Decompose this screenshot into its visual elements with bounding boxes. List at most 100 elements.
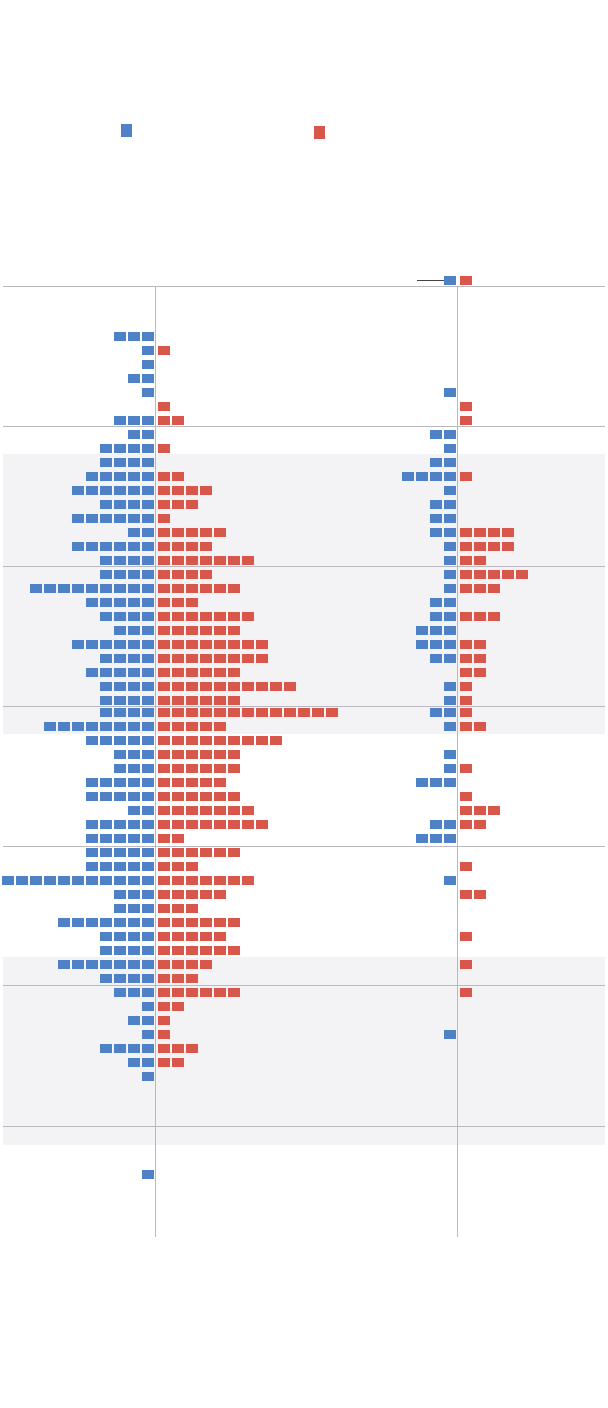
unit-square-red — [228, 556, 240, 565]
unit-square-blue — [444, 388, 456, 397]
unit-square-red — [158, 570, 170, 579]
unit-square-red — [474, 722, 486, 731]
unit-square-blue — [142, 654, 154, 663]
legend-swatch-blue — [121, 124, 132, 137]
unit-square-blue — [114, 654, 126, 663]
unit-square-red — [158, 848, 170, 857]
unit-square-red — [186, 486, 198, 495]
unit-square-red — [158, 988, 170, 997]
unit-square-blue — [100, 932, 112, 941]
unit-square-red — [474, 570, 486, 579]
unit-square-red — [186, 654, 198, 663]
unit-square-red — [214, 806, 226, 815]
unit-square-red — [242, 556, 254, 565]
unit-square-red — [460, 556, 472, 565]
gridline-horizontal — [3, 1126, 605, 1127]
unit-square-blue — [114, 708, 126, 717]
unit-square-red — [228, 584, 240, 593]
unit-square-blue — [100, 862, 112, 871]
unit-square-blue — [128, 472, 140, 481]
unit-square-blue — [86, 736, 98, 745]
unit-square-blue — [142, 974, 154, 983]
unit-square-red — [158, 820, 170, 829]
unit-square-red — [200, 960, 212, 969]
unit-square-red — [172, 834, 184, 843]
unit-square-blue — [142, 876, 154, 885]
unit-square-red — [172, 708, 184, 717]
unit-square-blue — [444, 654, 456, 663]
unit-square-blue — [86, 514, 98, 523]
unit-square-blue — [100, 486, 112, 495]
unit-square-blue — [114, 960, 126, 969]
unit-square-blue — [100, 598, 112, 607]
unit-square-red — [460, 640, 472, 649]
unit-square-red — [474, 612, 486, 621]
unit-square-red — [242, 682, 254, 691]
unit-square-red — [172, 918, 184, 927]
unit-square-red — [172, 736, 184, 745]
unit-square-red — [242, 654, 254, 663]
unit-square-red — [200, 722, 212, 731]
unit-square-blue — [142, 834, 154, 843]
unit-square-blue — [142, 486, 154, 495]
unit-square-blue — [142, 988, 154, 997]
unit-square-red — [256, 820, 268, 829]
unit-square-red — [186, 862, 198, 871]
unit-square-red — [242, 876, 254, 885]
unit-square-blue — [128, 918, 140, 927]
unit-square-red — [186, 612, 198, 621]
unit-square-red — [200, 640, 212, 649]
unit-square-red — [172, 598, 184, 607]
unit-square-red — [214, 722, 226, 731]
unit-square-blue — [86, 584, 98, 593]
unit-square-blue — [128, 988, 140, 997]
unit-square-red — [214, 778, 226, 787]
unit-square-blue — [444, 570, 456, 579]
unit-square-red — [172, 584, 184, 593]
unit-square-red — [460, 988, 472, 997]
unit-square-red — [172, 946, 184, 955]
unit-square-red — [200, 932, 212, 941]
unit-square-red — [200, 736, 212, 745]
unit-square-red — [158, 876, 170, 885]
unit-square-red — [284, 682, 296, 691]
unit-square-red — [158, 696, 170, 705]
unit-square-blue — [100, 708, 112, 717]
unit-square-blue — [444, 472, 456, 481]
unit-square-red — [158, 708, 170, 717]
unit-square-blue — [142, 820, 154, 829]
unit-square-blue — [142, 1002, 154, 1011]
unit-square-blue — [142, 1170, 154, 1179]
gridline-horizontal — [3, 706, 605, 707]
unit-square-blue — [114, 500, 126, 509]
unit-square-red — [186, 974, 198, 983]
unit-square-red — [158, 1044, 170, 1053]
unit-square-blue — [142, 332, 154, 341]
unit-square-red — [474, 542, 486, 551]
unit-square-blue — [100, 834, 112, 843]
unit-square-red — [474, 640, 486, 649]
unit-square-red — [242, 708, 254, 717]
unit-square-red — [186, 528, 198, 537]
unit-square-blue — [444, 640, 456, 649]
unit-square-red — [172, 904, 184, 913]
unit-square-red — [488, 542, 500, 551]
unit-square-blue — [114, 472, 126, 481]
unit-square-red — [228, 626, 240, 635]
unit-square-blue — [44, 584, 56, 593]
unit-square-blue — [100, 444, 112, 453]
unit-square-red — [200, 778, 212, 787]
unit-square-red — [158, 486, 170, 495]
unit-square-red — [158, 472, 170, 481]
unit-square-blue — [30, 876, 42, 885]
unit-square-blue — [430, 500, 442, 509]
unit-square-red — [214, 612, 226, 621]
unit-square-red — [172, 626, 184, 635]
unit-square-blue — [142, 374, 154, 383]
unit-square-red — [474, 806, 486, 815]
unit-square-blue — [100, 570, 112, 579]
unit-square-red — [228, 820, 240, 829]
unit-square-red — [256, 736, 268, 745]
unit-square-blue — [430, 834, 442, 843]
unit-square-blue — [86, 598, 98, 607]
